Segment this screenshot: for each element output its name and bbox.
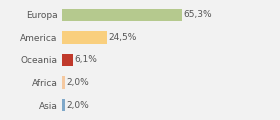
Bar (62, 76, 65, 89)
Text: 6,1%: 6,1% (74, 55, 97, 64)
Bar (62, 31, 107, 44)
Bar (62, 9, 182, 21)
Text: 2,0%: 2,0% (67, 78, 90, 87)
Text: 65,3%: 65,3% (184, 10, 212, 19)
Bar (62, 54, 73, 66)
Bar (62, 99, 65, 111)
Text: 2,0%: 2,0% (67, 101, 90, 110)
Text: 24,5%: 24,5% (108, 33, 137, 42)
